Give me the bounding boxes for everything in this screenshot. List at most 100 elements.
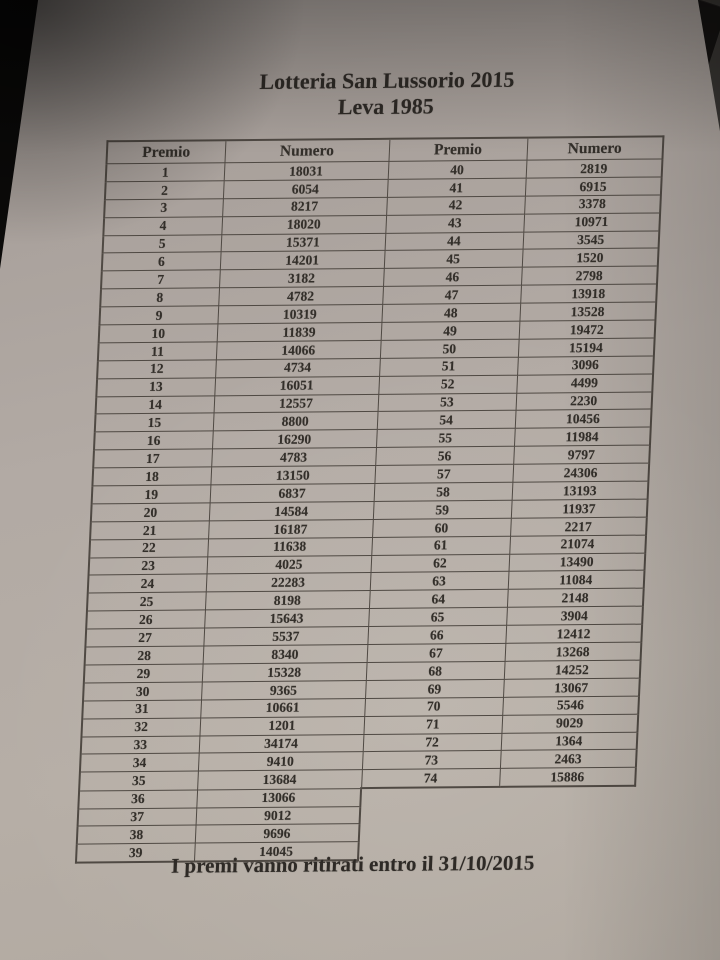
numero-cell: 3182 <box>219 269 384 288</box>
numero-cell: 2230 <box>516 392 653 411</box>
numero-cell: 13918 <box>520 284 657 303</box>
premio-cell: 53 <box>378 393 517 412</box>
premio-cell: 45 <box>384 250 523 269</box>
premio-cell: 14 <box>96 395 215 414</box>
premio-cell: 20 <box>91 503 210 522</box>
premio-cell: 29 <box>84 664 203 683</box>
numero-cell: 34174 <box>199 734 364 753</box>
premio-cell: 41 <box>387 178 526 197</box>
premio-cell: 32 <box>81 718 200 737</box>
premio-cell: 71 <box>363 715 502 734</box>
premio-cell: 44 <box>385 232 524 251</box>
numero-cell: 9029 <box>501 714 638 733</box>
numero-cell: 11839 <box>217 322 382 341</box>
numero-cell: 4734 <box>215 358 380 377</box>
numero-cell: 2217 <box>510 517 647 536</box>
numero-cell: 16051 <box>214 376 379 395</box>
premio-cell: 22 <box>89 539 208 558</box>
numero-cell: 3545 <box>523 231 660 250</box>
premio-cell: 19 <box>92 485 211 504</box>
premio-cell: 67 <box>367 643 506 662</box>
premio-cell: 24 <box>88 574 207 593</box>
numero-cell: 8800 <box>213 412 378 431</box>
premio-cell: 43 <box>385 214 524 233</box>
numero-cell: 18031 <box>224 161 389 180</box>
premio-cell: 38 <box>77 825 196 844</box>
numero-cell: 11084 <box>508 571 645 590</box>
numero-cell: 1201 <box>199 716 364 735</box>
premio-cell: 66 <box>367 625 506 644</box>
premio-cell: 51 <box>379 357 518 376</box>
premio-cell: 35 <box>79 771 198 790</box>
premio-cell: 57 <box>374 464 513 483</box>
numero-cell: 13684 <box>197 770 362 790</box>
numero-cell: 3378 <box>524 195 661 214</box>
numero-cell: 10456 <box>515 410 652 429</box>
numero-cell: 4782 <box>218 287 383 306</box>
premio-cell: 70 <box>364 697 503 716</box>
premio-cell: 25 <box>87 592 206 611</box>
numero-cell <box>498 804 635 823</box>
premio-cell: 27 <box>85 628 204 647</box>
numero-cell: 9696 <box>195 824 360 843</box>
premio-cell: 28 <box>85 646 204 665</box>
header-premio-right: Premio <box>388 138 527 162</box>
header-numero-left: Numero <box>224 139 389 163</box>
numero-cell: 19472 <box>519 320 656 339</box>
premio-cell: 42 <box>386 196 525 215</box>
numero-cell: 3904 <box>506 606 643 625</box>
numero-cell: 13528 <box>519 302 656 321</box>
premio-cell: 10 <box>99 324 218 343</box>
premio-cell: 9 <box>99 306 218 325</box>
numero-cell: 10971 <box>523 213 660 232</box>
premio-cell: 49 <box>381 321 520 340</box>
numero-cell: 16290 <box>212 430 377 449</box>
numero-cell: 11937 <box>511 499 648 518</box>
premio-cell: 65 <box>368 608 507 627</box>
numero-cell: 13268 <box>505 642 642 661</box>
premio-cell: 4 <box>103 216 222 235</box>
numero-cell: 9012 <box>196 806 361 825</box>
numero-cell: 15194 <box>518 338 655 357</box>
premio-cell: 59 <box>373 500 512 519</box>
premio-cell: 74 <box>361 769 500 789</box>
premio-cell: 60 <box>372 518 511 537</box>
numero-cell: 21074 <box>509 535 646 554</box>
premio-cell: 31 <box>82 700 201 719</box>
numero-cell: 1520 <box>522 248 659 267</box>
numero-cell: 2463 <box>500 750 637 769</box>
premio-cell: 17 <box>93 449 212 468</box>
footer-note: I premi vanno ritirati entro il 31/10/20… <box>170 850 535 878</box>
numero-cell <box>497 822 634 841</box>
numero-cell: 14252 <box>504 660 641 679</box>
numero-cell <box>498 786 635 805</box>
numero-cell: 5546 <box>502 696 639 715</box>
premio-cell <box>359 823 498 842</box>
premio-cell: 7 <box>101 270 220 289</box>
premio-cell: 36 <box>78 790 197 809</box>
premio-cell: 34 <box>80 753 199 772</box>
numero-cell: 2798 <box>521 266 658 285</box>
premio-cell: 21 <box>90 521 209 540</box>
premio-cell: 73 <box>362 751 501 770</box>
numero-cell: 13150 <box>210 466 375 485</box>
premio-cell: 15 <box>95 413 214 432</box>
premio-cell: 62 <box>371 554 510 573</box>
numero-cell: 4783 <box>211 448 376 467</box>
premio-cell: 63 <box>370 572 509 591</box>
numero-cell: 11638 <box>207 537 372 556</box>
premio-cell: 2 <box>105 181 224 200</box>
premio-cell: 18 <box>92 467 211 486</box>
numero-cell: 13067 <box>503 678 640 697</box>
premio-cell: 16 <box>94 431 213 450</box>
numero-cell: 6054 <box>223 179 388 198</box>
premio-cell: 26 <box>86 610 205 629</box>
premio-cell: 1 <box>106 163 225 182</box>
premio-cell: 23 <box>89 557 208 576</box>
numero-cell: 15886 <box>499 767 636 787</box>
premio-cell: 54 <box>377 411 516 430</box>
premio-cell: 40 <box>388 160 527 179</box>
numero-cell: 10661 <box>200 698 365 717</box>
